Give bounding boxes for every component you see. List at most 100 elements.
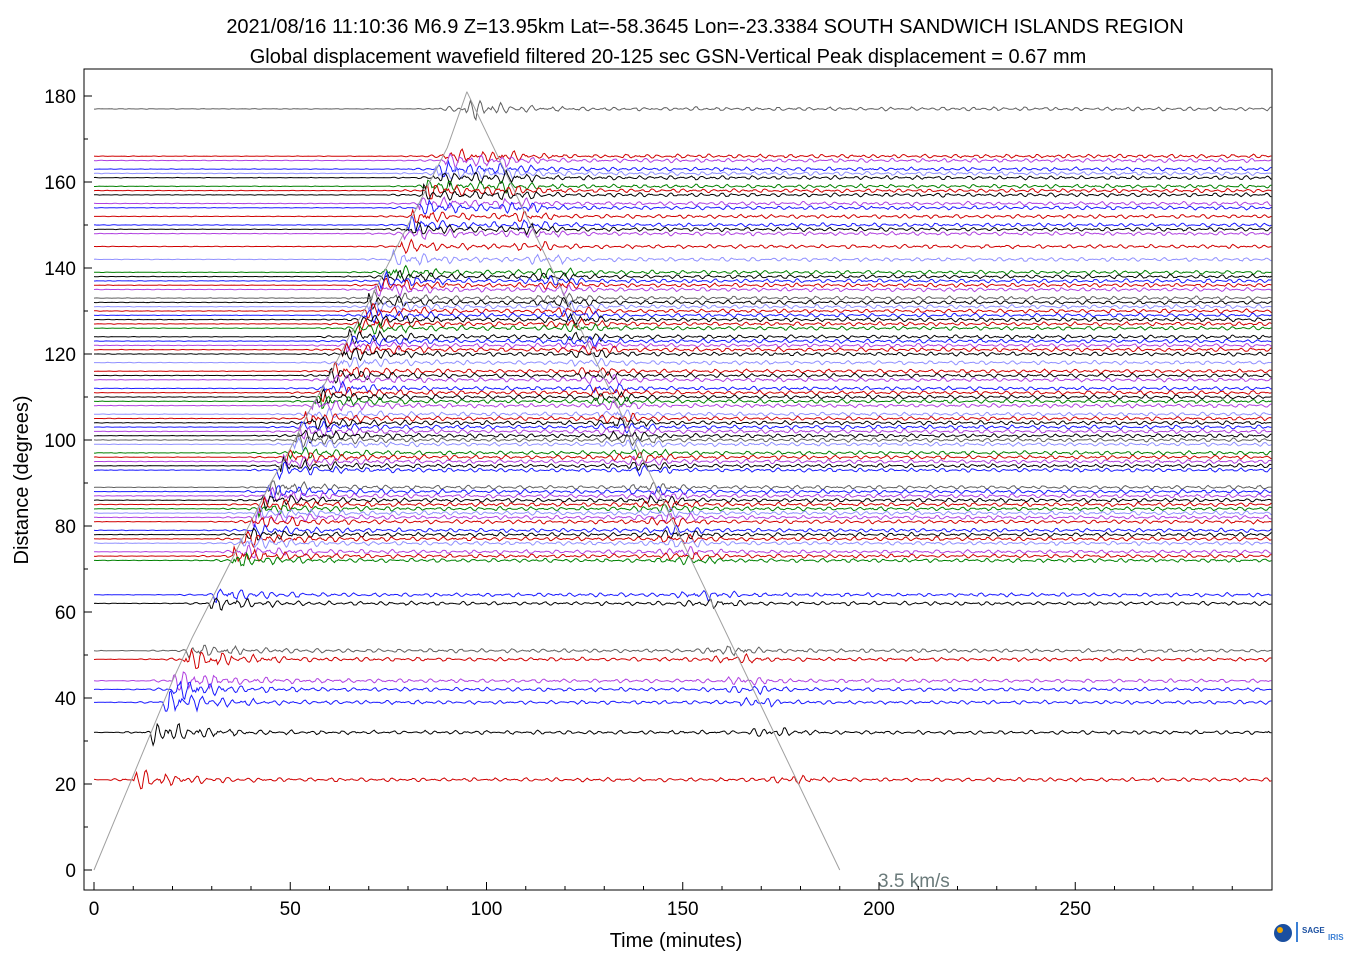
seismic-trace (94, 511, 1272, 528)
seismic-trace (94, 270, 1272, 291)
seismic-trace (94, 228, 1272, 241)
chart-subtitle: Global displacement wavefield filtered 2… (250, 46, 1087, 68)
seismic-trace (93, 431, 1272, 449)
trace-group (93, 98, 1272, 790)
seismic-trace (93, 340, 1272, 353)
seismic-trace (93, 165, 1272, 181)
velocity-label: 3.5 km/s (878, 871, 950, 892)
seismic-trace (93, 198, 1272, 215)
x-axis-label: Time (minutes) (610, 930, 743, 952)
seismic-trace (94, 551, 1272, 567)
seismic-trace (94, 238, 1272, 255)
seismic-trace (93, 380, 1272, 394)
x-tick-label: 100 (471, 899, 503, 920)
seismic-trace (93, 523, 1272, 538)
seismic-trace (94, 321, 1272, 335)
seismic-trace (94, 527, 1272, 541)
y-tick-label: 40 (55, 689, 76, 710)
seismic-trace (94, 373, 1272, 388)
seismic-trace (93, 196, 1272, 211)
overlay-group: 3.5 km/s (93, 91, 950, 892)
seismic-trace (93, 416, 1272, 431)
y-tick-label: 120 (44, 345, 76, 366)
seismic-trace (94, 495, 1272, 514)
seismic-trace (93, 264, 1272, 279)
seismic-trace (94, 341, 1272, 358)
y-tick-label: 180 (44, 87, 76, 108)
seismic-trace (93, 505, 1272, 521)
arrival-curve (93, 91, 468, 871)
seismic-trace (94, 328, 1272, 344)
seismic-trace (94, 300, 1272, 313)
logo-text-sage: SAGE (1302, 926, 1325, 935)
seismic-trace (93, 221, 1272, 237)
seismic-trace (94, 179, 1272, 195)
y-axis-label: Distance (degrees) (11, 396, 33, 565)
seismic-trace (93, 395, 1272, 410)
seismic-trace (93, 386, 1272, 403)
seismic-trace (93, 644, 1272, 659)
seismic-trace (93, 484, 1272, 499)
seismic-trace (94, 407, 1272, 422)
seismic-trace (93, 516, 1272, 528)
seismic-trace (93, 722, 1272, 747)
x-axis: 0 50 100 150 200 250 (89, 882, 1233, 920)
seismic-trace (93, 597, 1272, 611)
seismic-trace (93, 308, 1272, 324)
seismic-trace (93, 312, 1272, 327)
seismic-trace (93, 248, 1272, 266)
seismic-trace (93, 184, 1272, 200)
surface-wave-line (466, 91, 841, 871)
x-tick-label: 0 (89, 899, 100, 920)
logo-divider (1296, 922, 1298, 942)
seismic-trace (94, 215, 1272, 232)
seismic-trace (93, 289, 1272, 306)
seismic-trace (93, 152, 1272, 170)
y-tick-label: 20 (55, 775, 76, 796)
globe-highlight-icon (1277, 927, 1283, 933)
chart-title: 2021/08/16 11:10:36 M6.9 Z=13.95km Lat=-… (226, 16, 1183, 38)
seismic-trace (93, 588, 1272, 604)
x-tick-label: 200 (863, 899, 895, 920)
seismic-trace (93, 148, 1272, 163)
seismic-trace (94, 208, 1272, 223)
seismic-trace (94, 420, 1272, 434)
seismic-trace (93, 494, 1272, 511)
seismic-trace (93, 680, 1272, 701)
globe-icon (1274, 924, 1292, 942)
seismic-trace (94, 159, 1272, 178)
seismic-trace (93, 168, 1272, 188)
seismic-trace (94, 277, 1272, 292)
seismic-trace (94, 317, 1272, 336)
seismic-trace (93, 647, 1272, 669)
seismic-trace (93, 453, 1272, 469)
seismic-trace (93, 769, 1272, 790)
seismic-trace (93, 544, 1272, 563)
y-tick-label: 140 (44, 259, 76, 280)
seismic-trace (94, 98, 1272, 122)
x-tick-label: 250 (1059, 899, 1091, 920)
seismic-trace (93, 530, 1272, 549)
seismic-trace (94, 429, 1272, 444)
seismic-trace (94, 357, 1272, 369)
seismic-trace (94, 347, 1272, 362)
seismic-trace (94, 183, 1272, 201)
y-tick-label: 60 (55, 603, 76, 624)
seismic-trace (94, 689, 1272, 713)
seismic-trace (93, 461, 1272, 481)
seismic-trace (94, 455, 1272, 472)
seismic-trace (93, 399, 1272, 412)
seismic-trace (94, 446, 1272, 460)
logo-text-iris: IRIS (1328, 933, 1344, 942)
seismic-trace (94, 425, 1272, 440)
seismic-trace (93, 449, 1272, 466)
y-tick-label: 100 (44, 431, 76, 452)
seismic-trace (93, 671, 1272, 691)
y-tick-label: 0 (65, 861, 76, 882)
seismic-trace (93, 283, 1272, 297)
seismic-trace (93, 388, 1272, 404)
seismic-trace (94, 544, 1272, 559)
seismic-trace (93, 269, 1272, 283)
seismic-trace (93, 480, 1272, 496)
